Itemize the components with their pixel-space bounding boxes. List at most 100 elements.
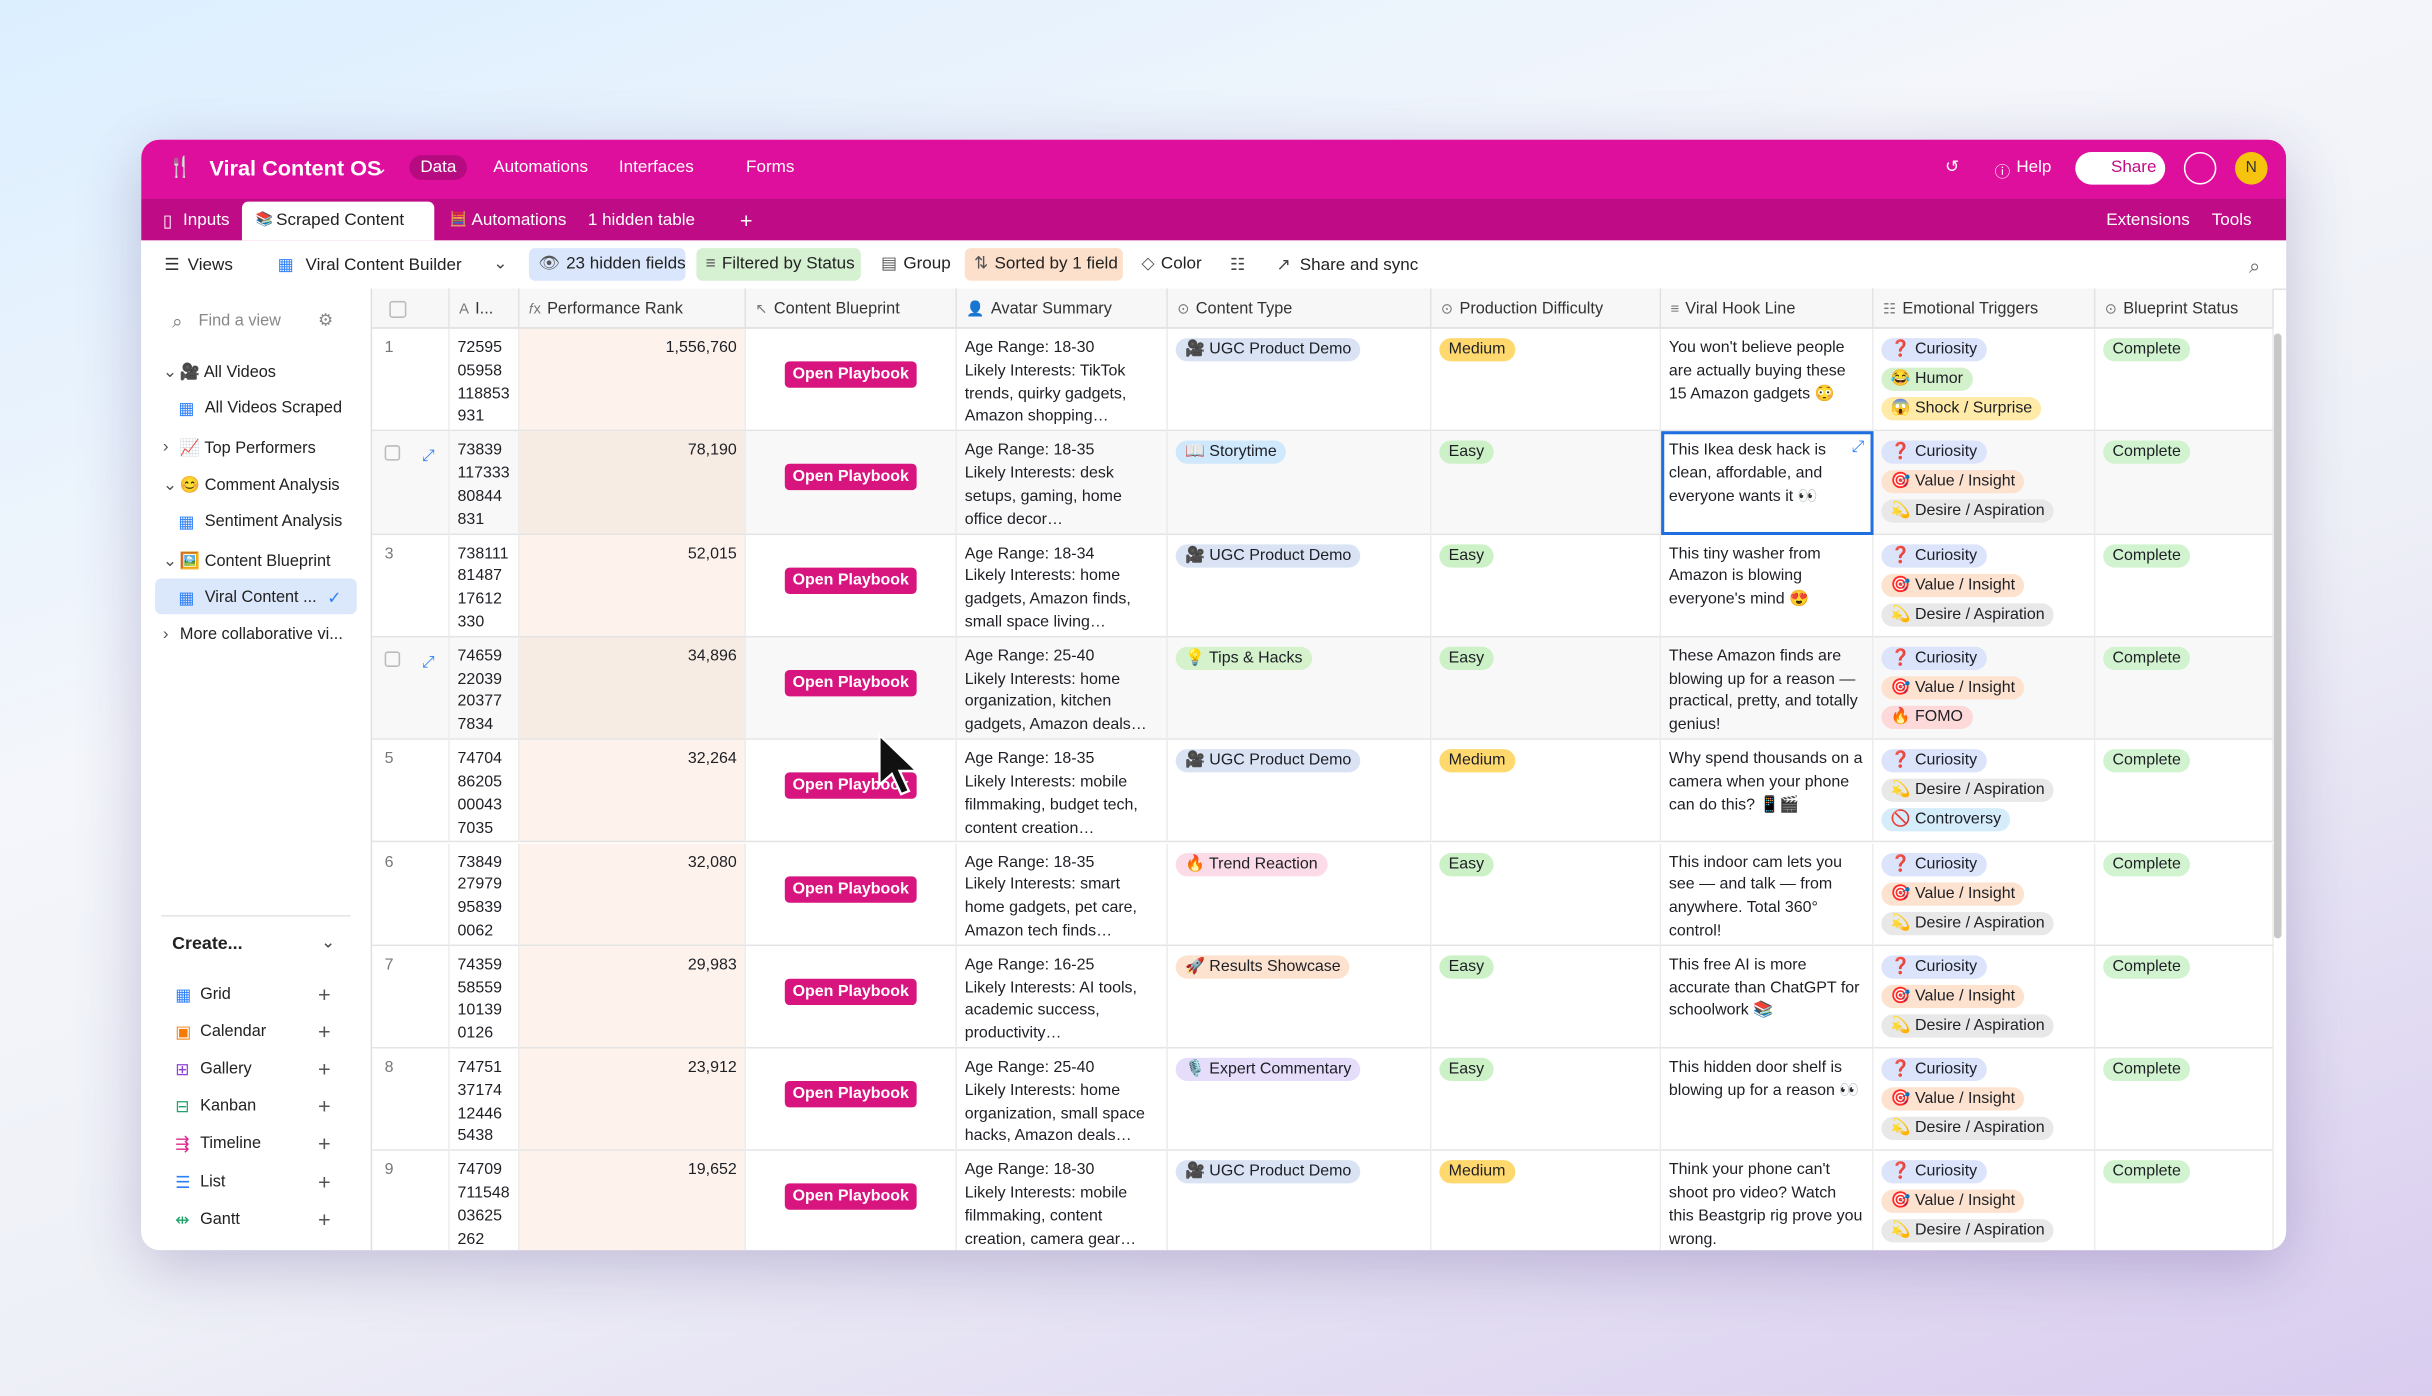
help[interactable]: Help xyxy=(2016,158,2052,177)
tab-right[interactable]: Tools xyxy=(2211,210,2252,230)
performance-rank: 32,264 xyxy=(687,750,737,769)
view-item[interactable]: All Videos Scraped xyxy=(204,399,343,418)
column-name[interactable]: Viral Hook Line xyxy=(1685,299,1796,318)
column-header[interactable]: A I... xyxy=(449,288,520,329)
table-tab[interactable]: 1 hidden table xyxy=(587,210,696,230)
expand-cell[interactable]: ⤢ xyxy=(1851,439,1865,457)
row-checkbox[interactable] xyxy=(384,651,401,667)
trigger-pill: ❓ Curiosity xyxy=(1881,749,1987,773)
open-playbook-button[interactable]: Open Playbook xyxy=(784,1184,917,1211)
create-item[interactable]: Calendar xyxy=(200,1022,267,1041)
color-button[interactable]: ◇ Color xyxy=(1132,248,1210,281)
create-item[interactable]: Kanban xyxy=(200,1097,257,1116)
column-name[interactable]: Production Difficulty xyxy=(1459,299,1604,318)
column-header[interactable]: ☷ Emotional Triggers xyxy=(1873,288,2096,329)
filter-button[interactable]: ≡ Filtered by Status xyxy=(696,248,861,281)
nav-tab[interactable]: Forms xyxy=(746,158,795,177)
open-playbook-button[interactable]: Open Playbook xyxy=(784,875,917,902)
view-section[interactable]: More collaborative vi... xyxy=(179,625,343,644)
open-playbook-button[interactable]: Open Playbook xyxy=(784,978,917,1005)
viral-hook: This tiny washer from Amazon is blowing … xyxy=(1668,545,1821,609)
field-icon: ≡ xyxy=(1670,300,1680,318)
column-name[interactable]: Content Blueprint xyxy=(773,299,900,318)
create-item[interactable]: Gallery xyxy=(200,1059,252,1079)
filter-label[interactable]: Filtered by Status xyxy=(721,254,855,273)
view-name[interactable]: Viral Content Builder xyxy=(305,255,462,275)
views-button[interactable]: Views xyxy=(187,255,233,275)
rank-cell: 52,015 xyxy=(519,534,747,638)
table-tab[interactable]: Scraped Content xyxy=(276,210,405,230)
open-playbook-button[interactable]: Open Playbook xyxy=(784,1081,917,1108)
color-label[interactable]: Color xyxy=(1160,254,1202,273)
view-item[interactable]: Sentiment Analysis xyxy=(204,512,343,531)
share-sync[interactable]: Share and sync xyxy=(1299,255,1419,275)
column-name[interactable]: Emotional Triggers xyxy=(1902,299,2039,318)
rank-cell: 29,983 xyxy=(519,945,747,1049)
top-bar xyxy=(141,139,2287,199)
difficulty-cell: Easy xyxy=(1431,534,1662,638)
column-name[interactable]: I... xyxy=(475,299,494,318)
expand-row[interactable]: ⤢ xyxy=(421,654,435,672)
create-item[interactable]: Gantt xyxy=(200,1209,240,1228)
nav-tab[interactable]: Interfaces xyxy=(618,158,694,177)
view-section[interactable]: 🎥 All Videos xyxy=(179,362,276,382)
hook-cell: You won't believe people are actually bu… xyxy=(1661,328,1874,432)
view-item[interactable]: Viral Content ... xyxy=(204,587,317,607)
avatar-summary: Age Range: 18-30 Likely Interests: TikTo… xyxy=(964,339,1127,426)
share-label[interactable]: Share xyxy=(2110,158,2157,177)
active-tab-bg xyxy=(241,201,435,241)
row-checkbox[interactable] xyxy=(384,445,401,462)
column-header[interactable]: 𝑓x Performance Rank xyxy=(519,288,747,329)
column-header[interactable]: ↖ Content Blueprint xyxy=(746,288,957,329)
table-tab[interactable]: Inputs xyxy=(183,210,230,230)
avatar-summary: Age Range: 16-25 Likely Interests: AI to… xyxy=(964,956,1137,1043)
group-button[interactable]: ▤ Group xyxy=(872,248,953,281)
content-type-pill: 🎥 UGC Product Demo xyxy=(1175,338,1361,362)
trigger-pill: ❓ Curiosity xyxy=(1881,543,1987,568)
rank-cell: 78,190 xyxy=(519,431,747,535)
search-placeholder[interactable]: Find a view xyxy=(198,311,281,331)
column-name[interactable]: Blueprint Status xyxy=(2123,299,2239,318)
table-tab[interactable]: Automations xyxy=(471,210,567,230)
open-playbook-button[interactable]: Open Playbook xyxy=(784,464,917,491)
rank-cell: 32,080 xyxy=(519,842,747,946)
view-section[interactable]: 🖼️ Content Blueprint xyxy=(179,551,331,570)
hidden-fields-button[interactable]: 👁 23 hidden fields xyxy=(528,248,686,281)
expand-row[interactable]: ⤢ xyxy=(421,448,435,466)
avatar[interactable]: N xyxy=(2235,151,2268,185)
rank-cell: 1,556,760 xyxy=(519,328,747,432)
record-id: 7384927979958390062 xyxy=(457,853,502,940)
nav-tab[interactable]: Automations xyxy=(493,158,589,177)
column-header[interactable]: ⊙ Blueprint Status xyxy=(2095,288,2274,329)
field-icon: ↖ xyxy=(755,300,768,318)
create-item[interactable]: List xyxy=(200,1171,226,1191)
nav-tab[interactable]: Data xyxy=(409,155,468,180)
avatar-summary: Age Range: 18-30 Likely Interests: mobil… xyxy=(964,1162,1137,1249)
column-header[interactable]: ≡ Viral Hook Line xyxy=(1661,288,1874,329)
app-name[interactable]: Viral Content OS xyxy=(209,155,382,180)
view-section[interactable]: 📈 Top Performers xyxy=(179,438,316,457)
logo: 🍴 xyxy=(167,155,193,179)
column-name[interactable]: Performance Rank xyxy=(547,299,683,318)
trigger-pill: 🚫 Controversy xyxy=(1881,808,2011,832)
create-item[interactable]: Timeline xyxy=(200,1134,262,1154)
open-playbook-button[interactable]: Open Playbook xyxy=(784,361,917,388)
column-name[interactable]: Content Type xyxy=(1195,299,1293,318)
difficulty-pill: Easy xyxy=(1439,440,1494,465)
group-label[interactable]: Group xyxy=(903,254,951,273)
column-header[interactable]: ⊙ Production Difficulty xyxy=(1431,288,1662,329)
sort-label[interactable]: Sorted by 1 field xyxy=(994,254,1118,273)
column-name[interactable]: Avatar Summary xyxy=(990,299,1112,318)
hidden-fields-label[interactable]: 23 hidden fields xyxy=(566,254,686,273)
view-section[interactable]: 😊 Comment Analysis xyxy=(179,475,340,495)
blueprint-cell: Open Playbook xyxy=(746,431,957,535)
tab-right[interactable]: Extensions xyxy=(2106,210,2190,230)
open-playbook-button[interactable]: Open Playbook xyxy=(784,669,917,697)
column-header[interactable]: 👤 Avatar Summary xyxy=(956,288,1168,329)
open-playbook-button[interactable]: Open Playbook xyxy=(784,567,917,594)
rank-cell: 32,264 xyxy=(519,740,747,843)
sort-button[interactable]: ⇅ Sorted by 1 field xyxy=(964,248,1123,281)
create-item[interactable]: Grid xyxy=(200,984,231,1004)
create-heading[interactable]: Create... xyxy=(172,935,243,954)
column-header[interactable]: ⊙ Content Type xyxy=(1167,288,1432,329)
